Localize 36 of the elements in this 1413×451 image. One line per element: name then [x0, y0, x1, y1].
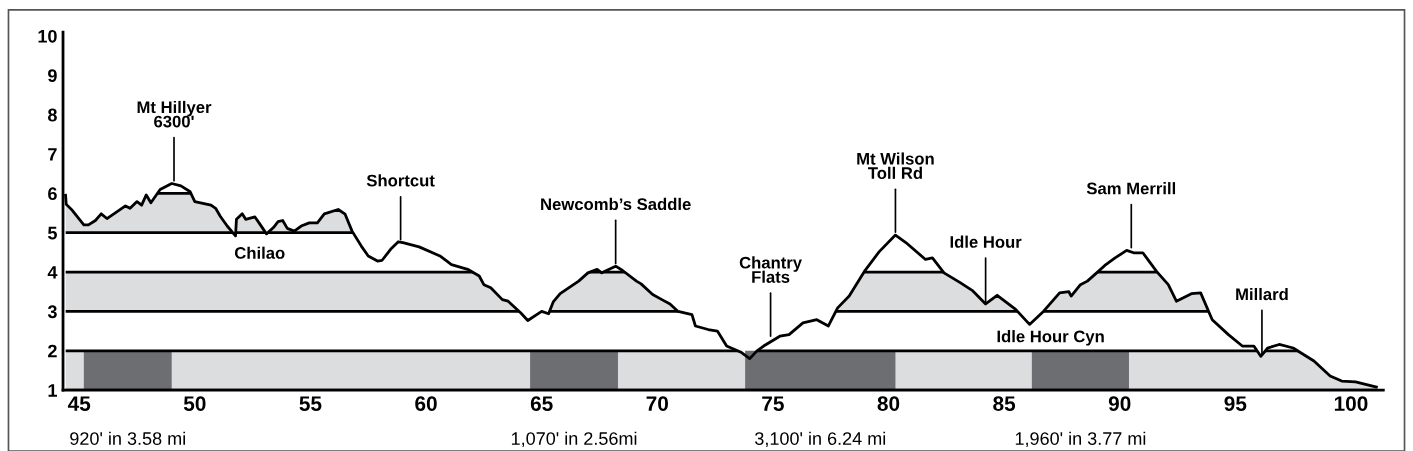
annotation: Sam Merrill — [1086, 182, 1176, 195]
x-tick-label: 60 — [415, 396, 437, 411]
band-label: 920' in 3.58 mi — [70, 431, 185, 445]
annotation: Idle Hour Cyn — [997, 330, 1104, 346]
x-tick-label: 45 — [67, 396, 91, 411]
annotation: Newcomb’s Saddle — [541, 197, 691, 211]
x-tick-label: 90 — [1108, 396, 1131, 411]
annotation: Chilao — [234, 246, 285, 259]
annotation: Mt Wilson Toll Rd — [857, 152, 934, 179]
x-tick-label: 50 — [183, 396, 206, 411]
y-tick-label: 2 — [48, 344, 57, 358]
band-label: 1,960' in 3.77 mi — [1015, 431, 1146, 448]
annotation: Shortcut — [366, 174, 435, 187]
x-tick-label: 75 — [762, 396, 784, 411]
annotation: Chantry Flats — [739, 256, 802, 283]
x-tick-label: 80 — [877, 396, 900, 411]
y-tick-label: 6 — [48, 187, 57, 201]
y-tick-label: 4 — [47, 266, 58, 279]
x-tick-label: 70 — [646, 396, 669, 411]
x-tick-label: 65 — [530, 396, 553, 411]
annotation: Mt Hillyer 6300' — [137, 100, 212, 128]
x-tick-label: 55 — [299, 396, 322, 411]
y-tick-label: 1 — [48, 384, 57, 397]
y-tick-label: 5 — [47, 226, 57, 240]
y-tick-label: 8 — [48, 108, 57, 122]
y-tick-label: 7 — [48, 148, 57, 161]
x-tick-label: 85 — [993, 396, 1016, 411]
band-label: 1,070' in 2.56mi — [511, 431, 637, 448]
x-tick-label: 95 — [1224, 396, 1247, 411]
y-tick-label: 10 — [38, 29, 57, 43]
y-tick-label: 3 — [47, 305, 57, 319]
band-label: 3,100' in 6.24 mi — [755, 431, 886, 448]
x-tick-label: 100 — [1334, 396, 1368, 411]
annotation: Idle Hour — [950, 235, 1022, 248]
y-tick-label: 9 — [48, 69, 57, 83]
annotation: Millard — [1236, 287, 1288, 301]
